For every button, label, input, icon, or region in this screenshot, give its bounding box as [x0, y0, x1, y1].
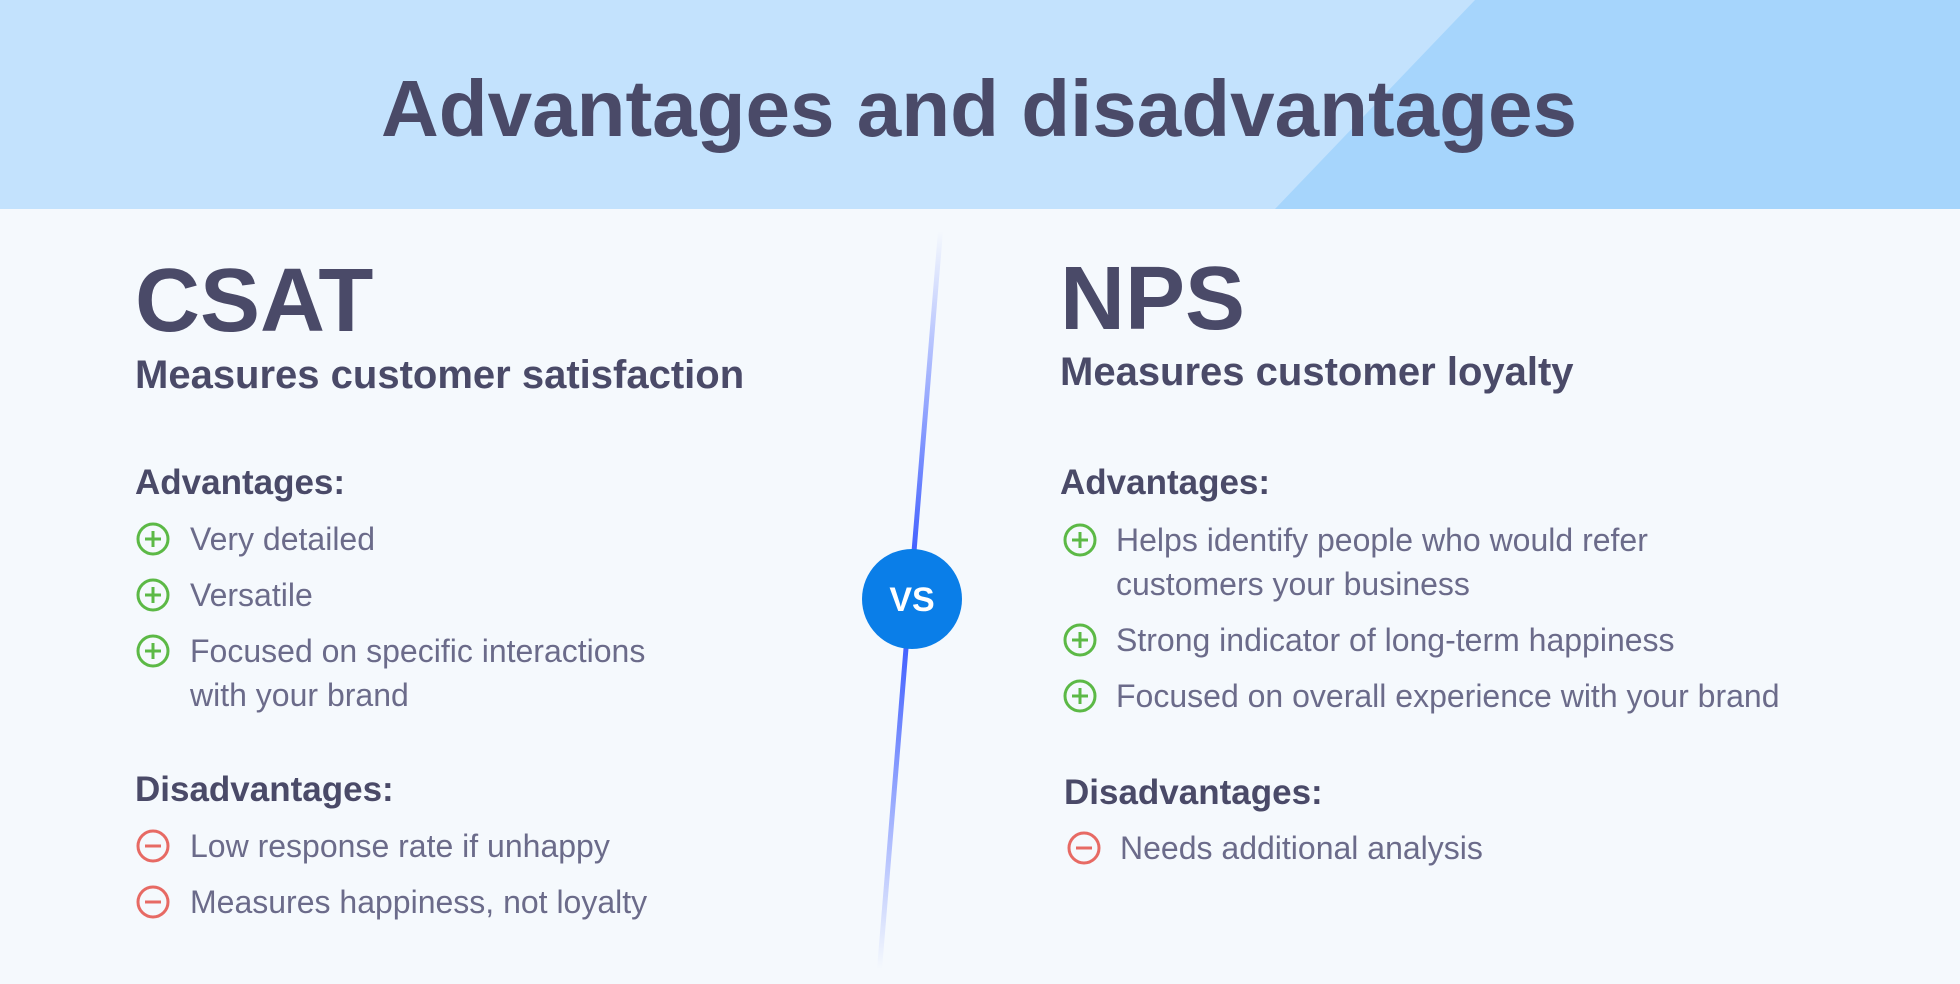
- section-heading: Disadvantages:: [1064, 773, 1323, 812]
- list-item: Needs additional analysis: [1120, 830, 1483, 866]
- page-title: Advantages and disadvantages: [381, 64, 1577, 153]
- plus-icon: [136, 634, 170, 668]
- section-heading: Advantages:: [135, 463, 345, 502]
- section-heading: Advantages:: [1060, 463, 1270, 502]
- vs-badge: [862, 549, 962, 649]
- header-accent: [1275, 0, 1960, 209]
- plus-icon: [1063, 679, 1097, 713]
- column-title: NPS: [1060, 249, 1245, 349]
- minus-icon: [136, 885, 170, 919]
- section-heading: Disadvantages:: [135, 770, 394, 809]
- list-item: Focused on overall experience with your …: [1116, 678, 1779, 714]
- minus-icon: [136, 829, 170, 863]
- list-item: customers your business: [1116, 566, 1470, 602]
- column-subtitle: Measures customer loyalty: [1060, 350, 1574, 394]
- list-item: Versatile: [190, 577, 313, 613]
- list-item: Low response rate if unhappy: [190, 828, 610, 864]
- list-item: Helps identify people who would refer: [1116, 522, 1648, 558]
- plus-icon: [136, 578, 170, 612]
- list-item: Focused on specific interactions: [190, 633, 645, 669]
- column-subtitle: Measures customer satisfaction: [135, 353, 744, 397]
- list-item: Measures happiness, not loyalty: [190, 884, 647, 920]
- plus-icon: [136, 522, 170, 556]
- plus-icon: [1063, 623, 1097, 657]
- plus-icon: [1063, 523, 1097, 557]
- list-item: Very detailed: [190, 521, 375, 557]
- list-item: with your brand: [189, 677, 409, 713]
- column-title: CSAT: [135, 251, 373, 351]
- minus-icon: [1067, 831, 1101, 865]
- list-item: Strong indicator of long-term happiness: [1116, 622, 1675, 658]
- vs-label: VS: [889, 581, 934, 619]
